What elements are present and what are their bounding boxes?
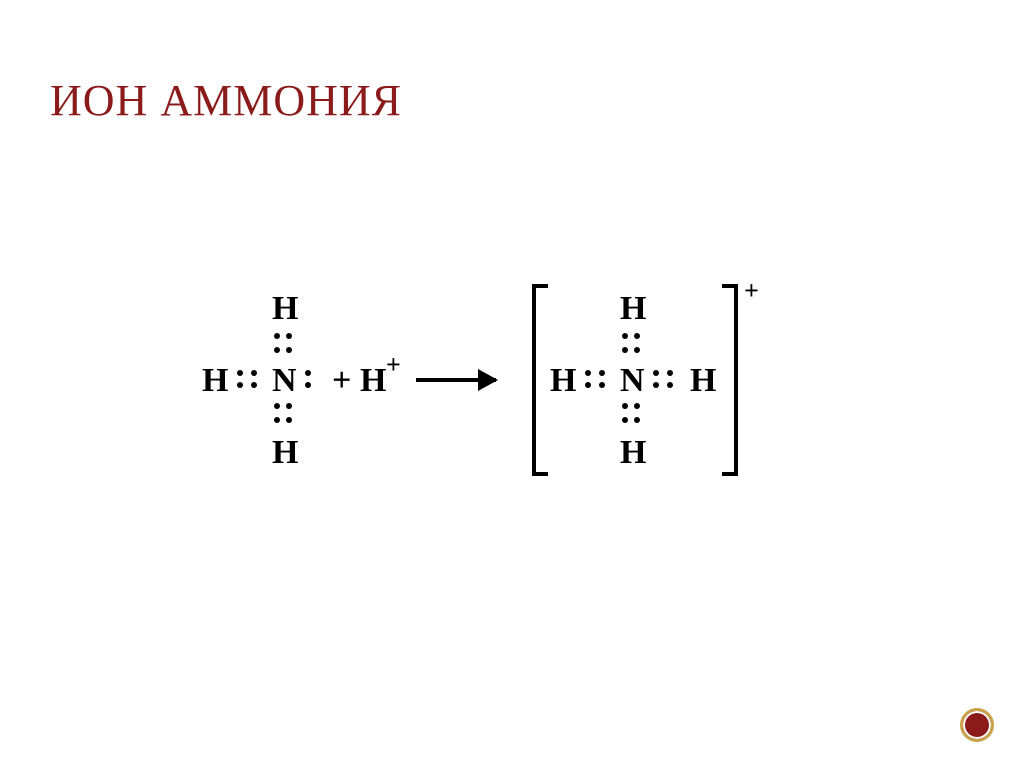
product-bottom-atom: H	[620, 436, 646, 470]
electron-pair	[274, 402, 292, 410]
reactant-center-atom: N	[272, 364, 297, 398]
electron-pair	[584, 370, 592, 388]
electron-pair	[250, 370, 258, 388]
reactant-top-atom: H	[272, 292, 298, 326]
electron-pair	[652, 370, 660, 388]
electron-pair	[622, 402, 640, 410]
plus-operator: +	[332, 362, 351, 400]
proton-charge: +	[386, 350, 401, 380]
page-title: ИОН АММОНИЯ	[50, 75, 402, 126]
lone-pair	[304, 370, 312, 388]
reaction-arrow	[416, 378, 496, 382]
electron-pair	[274, 346, 292, 354]
electron-pair	[622, 332, 640, 340]
bracket-left	[532, 284, 548, 476]
lewis-structure-diagram: N H H H + H + + N H H H H	[200, 260, 840, 500]
electron-pair	[622, 346, 640, 354]
electron-pair	[274, 332, 292, 340]
electron-pair	[622, 416, 640, 424]
reactant-bottom-atom: H	[272, 436, 298, 470]
electron-pair	[274, 416, 292, 424]
electron-pair	[666, 370, 674, 388]
product-center-atom: N	[620, 364, 645, 398]
product-left-atom: H	[550, 364, 576, 398]
reactant-left-atom: H	[202, 364, 228, 398]
product-charge: +	[744, 276, 759, 306]
product-top-atom: H	[620, 292, 646, 326]
proton-atom: H	[360, 364, 386, 398]
product-right-atom: H	[690, 364, 716, 398]
electron-pair	[236, 370, 244, 388]
bracket-right	[722, 284, 738, 476]
slide-badge-icon	[960, 708, 994, 742]
electron-pair	[598, 370, 606, 388]
